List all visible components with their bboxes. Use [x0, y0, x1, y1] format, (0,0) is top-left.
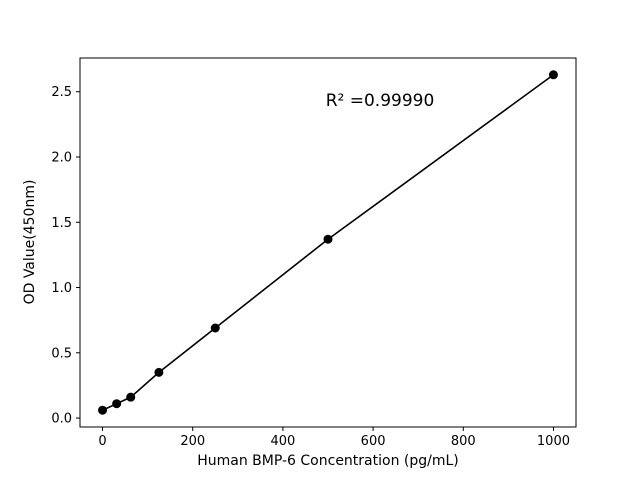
y-axis-label: OD Value(450nm) — [22, 179, 38, 305]
r-squared-annotation: R² =0.99990 — [325, 91, 435, 111]
y-tick-label: 2.5 — [51, 85, 72, 100]
data-point — [210, 323, 220, 333]
plot-border — [79, 57, 577, 428]
data-point — [154, 367, 164, 377]
data-point — [126, 392, 136, 402]
x-tick-label: 400 — [270, 434, 295, 449]
data-point — [548, 70, 558, 80]
x-tick-label: 600 — [361, 434, 386, 449]
x-tick-label: 800 — [451, 434, 476, 449]
y-tick-label: 2.0 — [51, 151, 72, 166]
x-tick-label: 0 — [98, 434, 106, 449]
x-tick-label: 200 — [180, 434, 205, 449]
data-point — [323, 234, 333, 244]
data-point — [98, 405, 108, 415]
x-axis-label: Human BMP-6 Concentration (pg/mL) — [197, 453, 459, 469]
x-tick-label: 1000 — [537, 434, 570, 449]
data-point — [112, 399, 122, 409]
y-tick-label: 0.5 — [51, 346, 72, 361]
y-tick-label: 1.0 — [51, 281, 72, 296]
y-tick-label: 0.0 — [51, 412, 72, 427]
y-tick-label: 1.5 — [51, 216, 72, 231]
